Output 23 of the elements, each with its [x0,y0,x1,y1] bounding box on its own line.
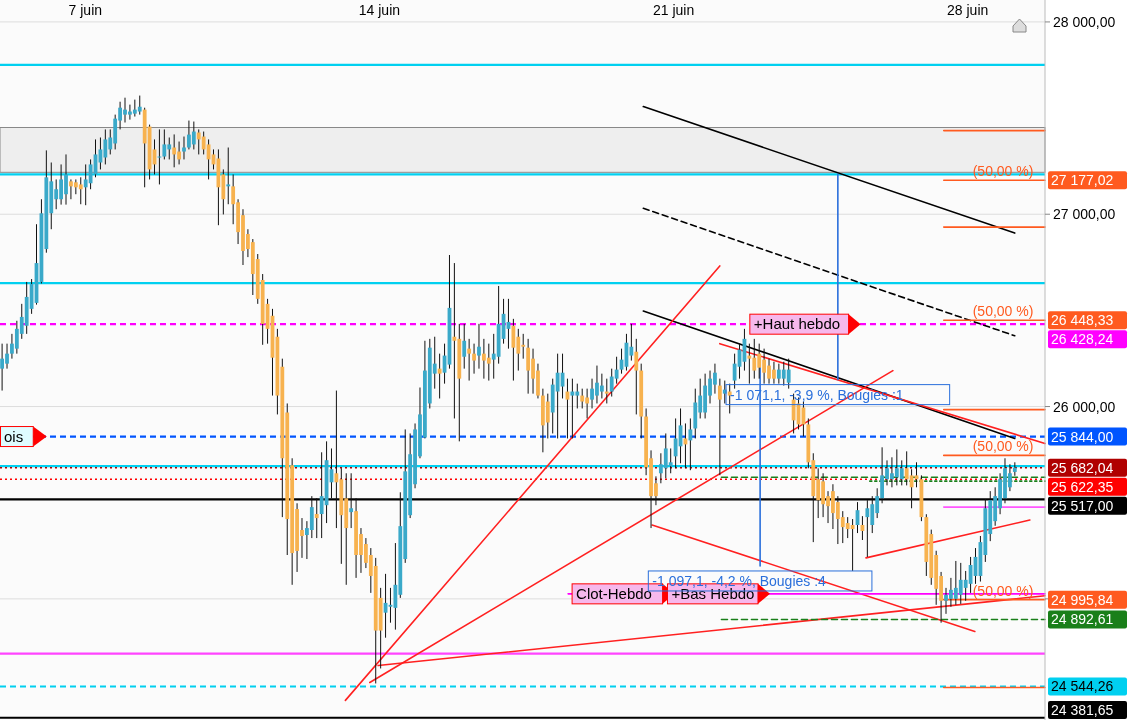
annotation: 27 177,02 [1051,172,1114,189]
annotation: (50,00 %) [972,438,1034,455]
annotation: 24 995,84 [1051,591,1114,608]
annotation: +Haut hebdo [753,315,841,333]
y-tick-label: 28 000,00 [1053,13,1116,30]
ref-line-label: 26 428,24 [1051,331,1114,348]
ref-line-label: 24 381,65 [1051,702,1114,718]
annotation: 26 448,33 [1051,312,1114,329]
annotation: (50,00 %) [972,303,1034,320]
x-tick-label: 21 juin [652,2,695,18]
x-tick-label: 28 juin [947,2,989,18]
y-tick-label: 27 000,00 [1053,206,1116,223]
annotation: 24 892,61 [1051,611,1114,628]
ref-line-label: 25 682,04 [1051,459,1114,476]
ref-line-label: 24 544,26 [1051,678,1114,695]
ref-line-label: 25 844,00 [1051,428,1114,445]
x-tick-label: 14 juin [358,2,401,18]
annotation: ois [4,427,24,445]
ref-line-label: 25 622,35 [1051,478,1114,495]
y-tick-label: 26 000,00 [1053,398,1116,415]
x-tick-label: 7 juin [68,2,103,18]
ref-line-label: 25 517,00 [1051,497,1114,514]
annotation: Clot-Hebdo [576,584,652,602]
